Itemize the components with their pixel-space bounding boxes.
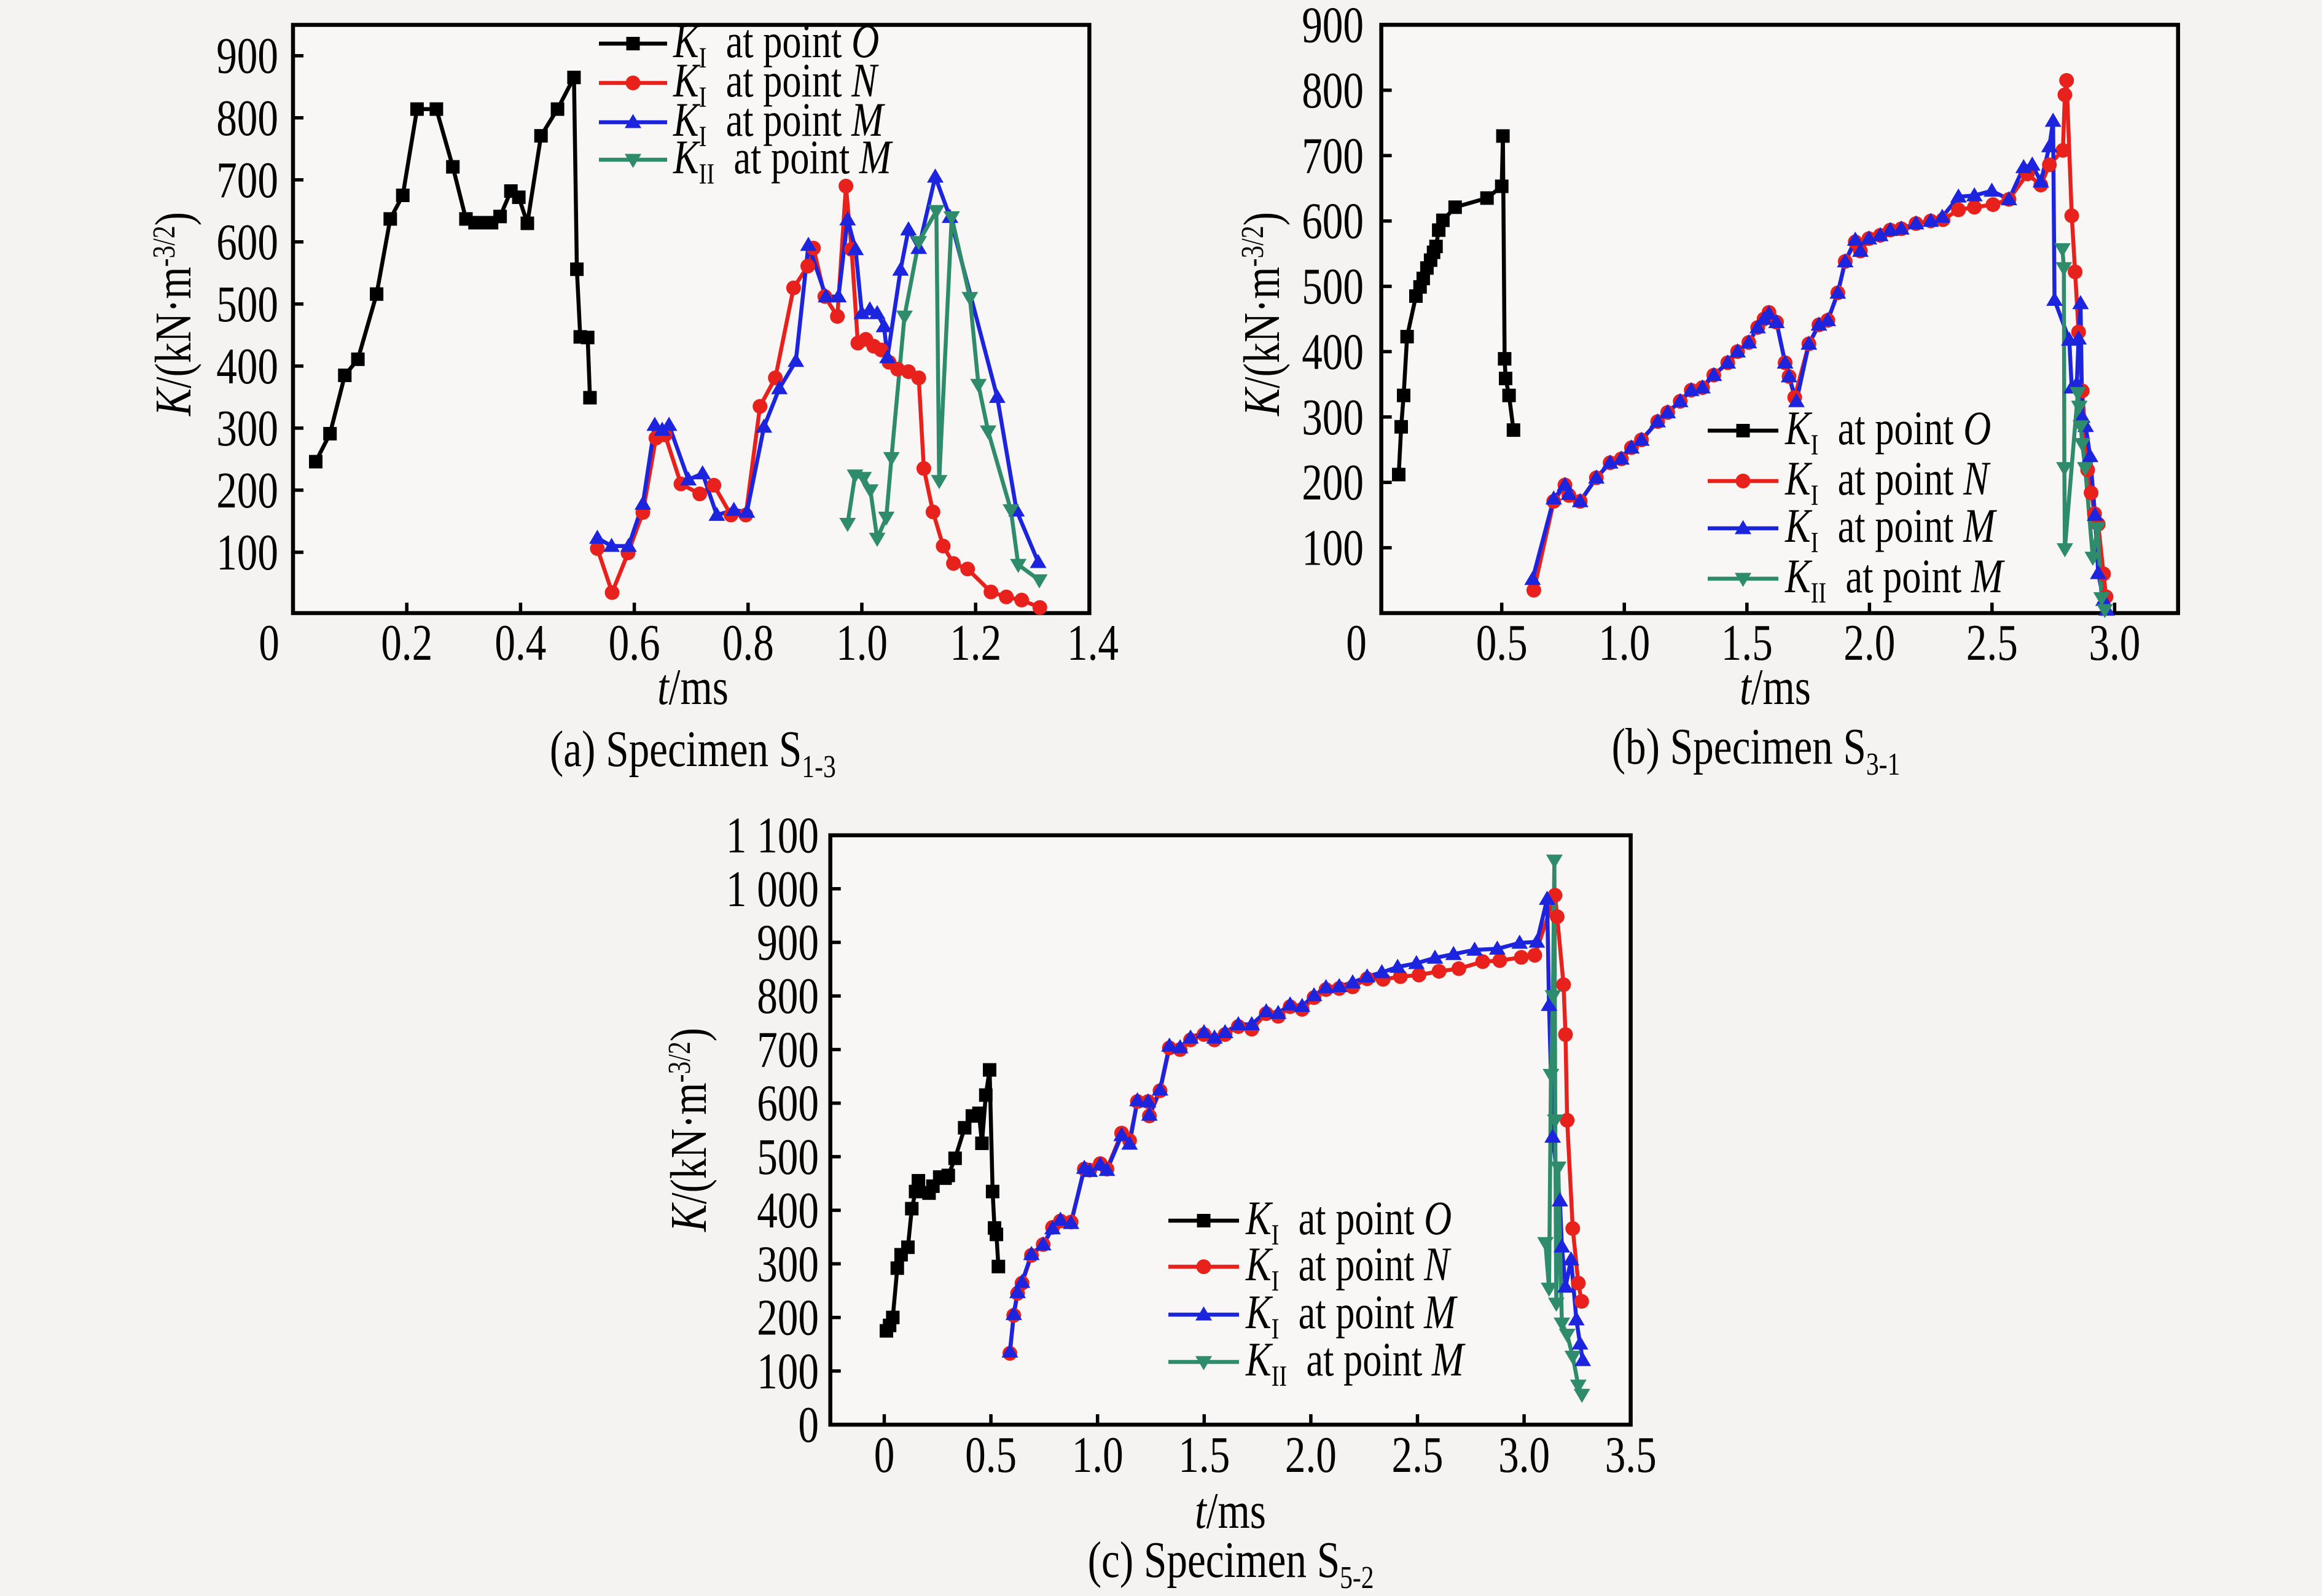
svg-text:0: 0 xyxy=(874,1426,895,1484)
svg-text:(c) Specimen S5-2: (c) Specimen S5-2 xyxy=(1088,1531,1374,1595)
svg-text:700: 700 xyxy=(216,152,278,209)
svg-text:100: 100 xyxy=(1302,520,1364,577)
svg-text:K/(kN·m-3/2): K/(kN·m-3/2) xyxy=(1233,212,1291,417)
svg-text:600: 600 xyxy=(216,214,278,271)
svg-text:0: 0 xyxy=(1346,614,1367,671)
svg-text:1.0: 1.0 xyxy=(1598,614,1650,671)
svg-text:2.5: 2.5 xyxy=(1392,1426,1444,1484)
svg-text:KI at point O: KI at point O xyxy=(1245,1192,1452,1252)
svg-text:900: 900 xyxy=(757,914,819,971)
svg-text:0.6: 0.6 xyxy=(609,614,660,671)
svg-text:KI at point M: KI at point M xyxy=(673,94,886,154)
svg-text:500: 500 xyxy=(1302,258,1364,315)
svg-text:800: 800 xyxy=(1302,62,1364,119)
svg-text:800: 800 xyxy=(757,968,819,1025)
svg-text:2.0: 2.0 xyxy=(1285,1426,1337,1484)
svg-text:KII at point M: KII at point M xyxy=(673,131,893,191)
svg-text:KI at point N: KI at point N xyxy=(1245,1238,1452,1298)
svg-text:600: 600 xyxy=(757,1075,819,1132)
svg-text:K/(kN·m-3/2): K/(kN·m-3/2) xyxy=(145,212,202,417)
svg-text:1.4: 1.4 xyxy=(1067,614,1119,671)
svg-text:1.2: 1.2 xyxy=(950,614,1001,671)
svg-text:3.0: 3.0 xyxy=(1498,1426,1550,1484)
svg-text:KI at point M: KI at point M xyxy=(1784,500,1998,560)
svg-text:t/ms: t/ms xyxy=(1195,1482,1266,1539)
svg-text:1 100: 1 100 xyxy=(726,807,819,864)
svg-text:900: 900 xyxy=(1302,0,1364,53)
svg-text:2.0: 2.0 xyxy=(1843,614,1895,671)
svg-text:3.0: 3.0 xyxy=(2089,614,2140,671)
svg-text:1.5: 1.5 xyxy=(1721,614,1773,671)
svg-text:200: 200 xyxy=(1302,454,1364,511)
svg-text:900: 900 xyxy=(216,28,278,85)
svg-text:300: 300 xyxy=(757,1235,819,1293)
svg-text:2.5: 2.5 xyxy=(1966,614,2018,671)
svg-text:0.5: 0.5 xyxy=(965,1426,1017,1484)
svg-text:(b) Specimen S3-1: (b) Specimen S3-1 xyxy=(1612,718,1901,782)
svg-text:100: 100 xyxy=(757,1343,819,1400)
svg-text:700: 700 xyxy=(1302,127,1364,184)
svg-text:400: 400 xyxy=(757,1182,819,1239)
svg-text:0.5: 0.5 xyxy=(1476,614,1528,671)
svg-text:200: 200 xyxy=(216,462,278,519)
svg-text:1.0: 1.0 xyxy=(1072,1426,1124,1484)
svg-text:KI at point N: KI at point N xyxy=(673,55,879,114)
svg-text:800: 800 xyxy=(216,90,278,147)
svg-text:100: 100 xyxy=(216,524,278,581)
svg-text:0: 0 xyxy=(798,1396,819,1453)
svg-text:t/ms: t/ms xyxy=(657,659,729,716)
svg-text:(a) Specimen S1-3: (a) Specimen S1-3 xyxy=(550,721,836,784)
svg-text:1 000: 1 000 xyxy=(726,861,819,918)
svg-text:1.5: 1.5 xyxy=(1178,1426,1230,1484)
svg-text:500: 500 xyxy=(757,1129,819,1186)
svg-text:300: 300 xyxy=(216,400,278,457)
svg-text:t/ms: t/ms xyxy=(1740,659,1811,716)
svg-text:500: 500 xyxy=(216,276,278,333)
svg-text:600: 600 xyxy=(1302,193,1364,250)
svg-text:KII at point M: KII at point M xyxy=(1245,1334,1466,1393)
svg-text:3.5: 3.5 xyxy=(1605,1426,1657,1484)
svg-text:300: 300 xyxy=(1302,389,1364,446)
svg-text:0.4: 0.4 xyxy=(495,614,546,671)
svg-text:KI at point M: KI at point M xyxy=(1245,1286,1458,1346)
svg-text:0.8: 0.8 xyxy=(722,614,774,671)
svg-text:KII at point M: KII at point M xyxy=(1784,550,2005,610)
svg-text:0: 0 xyxy=(259,614,280,671)
svg-text:700: 700 xyxy=(757,1022,819,1079)
svg-text:KI at point N: KI at point N xyxy=(1784,453,1991,512)
svg-text:200: 200 xyxy=(757,1289,819,1347)
svg-text:0.2: 0.2 xyxy=(381,614,432,671)
svg-text:KI at point O: KI at point O xyxy=(673,15,879,75)
svg-text:KI at point O: KI at point O xyxy=(1784,402,1991,462)
svg-text:1.0: 1.0 xyxy=(836,614,888,671)
svg-text:400: 400 xyxy=(216,338,278,395)
svg-text:400: 400 xyxy=(1302,323,1364,380)
